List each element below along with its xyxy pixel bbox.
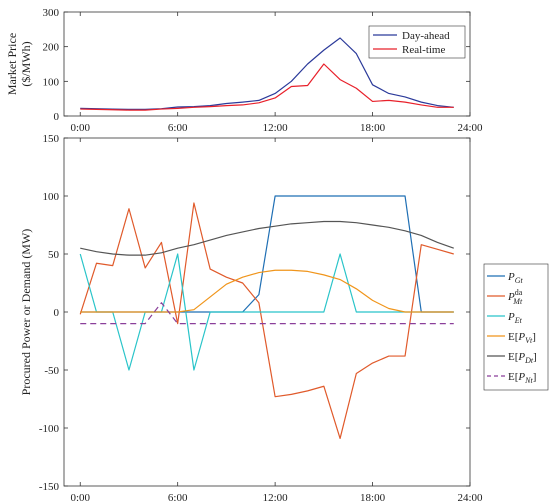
legend-label-p-et: PEt (507, 311, 523, 325)
price-series-lines (80, 37, 454, 111)
x-tick-label: 0:00 (70, 122, 90, 134)
power-series-lines (79, 195, 454, 440)
y-tick-label: 100 (43, 191, 60, 203)
series-line-day-ahead (80, 37, 454, 111)
legend-label-sub: Mt (512, 297, 523, 306)
legend-label-sub: Dt (524, 356, 534, 365)
legend-label-suffix: ] (533, 371, 537, 383)
legend-label-suffix: ] (532, 331, 536, 343)
power-ylabel: Procured Power or Demand (MW) (19, 229, 33, 396)
y-tick-label: 50 (48, 249, 60, 261)
y-tick-label: 0 (54, 111, 60, 123)
legend-label-main: P (517, 351, 525, 363)
price-ticks: 0 100 200 300 0:00 6:00 12:00 18:00 24:00 (43, 7, 484, 134)
legend-label-p-mt-da: Pda Mt (507, 288, 523, 306)
series-line-p-mt-da (79, 202, 454, 440)
legend-label-main: P (517, 371, 525, 383)
y-tick-label: 200 (43, 42, 60, 54)
series-line-p-et (79, 253, 454, 371)
legend-label-day-ahead: Day-ahead (402, 30, 450, 42)
legend-label-suffix: ] (533, 351, 537, 363)
x-tick-label: 0:00 (70, 492, 90, 504)
series-line-e-p-nt- (80, 302, 454, 325)
legend-label-prefix: E[ (508, 331, 519, 343)
price-chart: 0 100 200 300 0:00 6:00 12:00 18:00 24:00 Market… (5, 7, 483, 134)
legend-label-sup: da (515, 288, 523, 297)
series-line-real-time (80, 63, 454, 111)
y-tick-label: -100 (39, 423, 60, 435)
price-legend-box (368, 25, 466, 59)
x-tick-label: 18:00 (360, 122, 386, 134)
legend-label-sub: Gt (515, 276, 524, 285)
legend-label-prefix: E[ (508, 371, 519, 383)
legend-label-sub: Et (514, 316, 523, 325)
y-tick-label: -150 (39, 481, 60, 493)
x-tick-label: 12:00 (263, 492, 289, 504)
series-line-e-p-dt- (80, 220, 454, 256)
price-legend: Day-ahead Real-time (368, 25, 466, 59)
x-tick-label: 6:00 (168, 492, 188, 504)
legend-label-real-time: Real-time (402, 44, 445, 56)
legend-label-main: P (507, 271, 515, 283)
power-chart: -150 -100 -50 0 50 100 150 0:00 6:00 12:00 18:00 24… (19, 133, 549, 504)
legend-label-main: P (507, 291, 515, 303)
y-tick-label: 300 (43, 7, 60, 19)
legend-label-main: P (507, 311, 515, 323)
x-tick-label: 24:00 (457, 492, 483, 504)
x-tick-label: 18:00 (360, 492, 386, 504)
legend-label-prefix: E[ (508, 351, 519, 363)
legend-label-e-p-dt-: E[PDt] (508, 351, 537, 365)
x-tick-label: 12:00 (263, 122, 289, 134)
y-tick-label: 150 (43, 133, 60, 145)
price-ylabel-line1: Market Price (5, 33, 19, 95)
y-tick-label: 0 (54, 307, 60, 319)
x-tick-label: 6:00 (168, 122, 188, 134)
legend-label-sub: Nt (524, 376, 533, 385)
legend-label-p-gt: PGt (507, 271, 524, 285)
x-tick-label: 24:00 (457, 122, 483, 134)
y-tick-label: -50 (44, 365, 59, 377)
series-line-e-p-vt- (80, 269, 454, 313)
legend-label-e-p-vt-: E[PVt] (508, 331, 536, 345)
legend-label-sub: Vt (525, 336, 533, 345)
y-tick-label: 100 (43, 76, 60, 88)
power-legend-box (483, 263, 549, 391)
legend-label-main: P (517, 331, 525, 343)
power-ticks: -150 -100 -50 0 50 100 150 0:00 6:00 12:00 18:00 24… (39, 133, 483, 504)
price-ylabel-line2: ($/MWh) (19, 41, 33, 86)
legend-label-e-p-nt-: E[PNt] (508, 371, 536, 385)
